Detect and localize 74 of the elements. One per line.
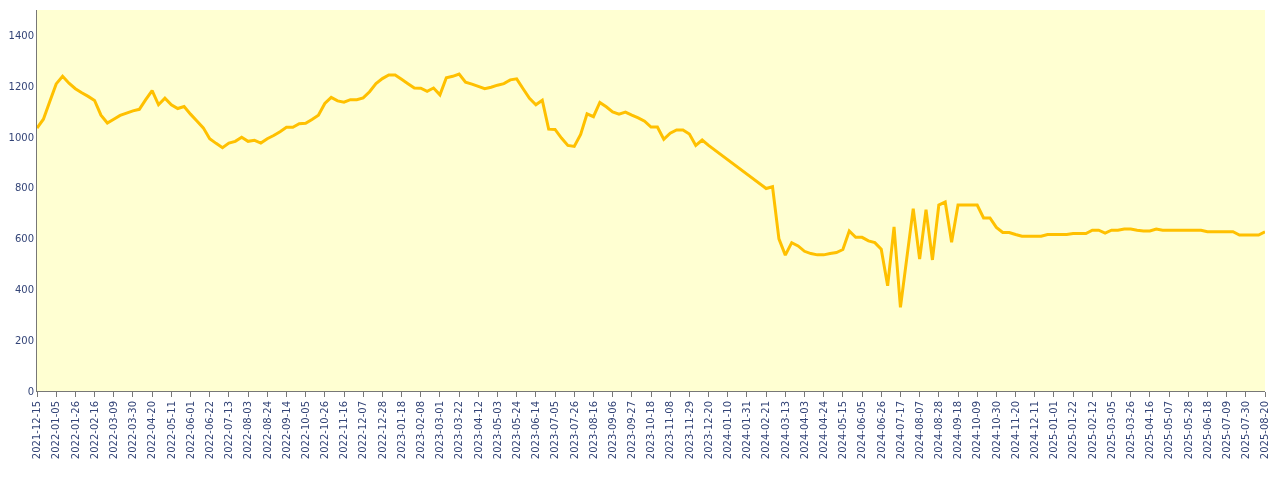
x-tick-label: 2025-05-28 [1182,401,1194,460]
x-tick-label: 2024-11-20 [1009,401,1021,460]
x-tick-label: 2023-08-16 [587,401,599,460]
x-tick-label: 2025-07-09 [1220,401,1232,460]
y-tick-label: 1000 [8,131,34,143]
x-tick-label: 2024-10-30 [990,401,1002,460]
x-tick-label: 2024-12-11 [1029,401,1040,460]
x-tick-label: 2024-01-31 [741,401,753,460]
y-tick-label: 800 [14,182,34,194]
y-tick-label: 1400 [8,29,34,41]
x-tick-label: 2025-05-07 [1163,401,1175,460]
x-tick-label: 2022-12-28 [376,401,388,460]
y-tick-label: 600 [14,233,34,245]
x-tick-label: 2022-01-05 [50,401,62,460]
x-tick-label: 2022-11-16 [338,401,350,460]
x-tick-label: 2023-01-18 [395,401,407,460]
x-tick-label: 2023-03-22 [453,401,465,460]
x-tick-label: 2023-06-14 [530,401,542,460]
x-tick-label: 2023-03-01 [434,401,446,460]
y-tick-label: 0 [27,385,34,397]
x-tick-label: 2025-01-22 [1067,401,1079,460]
x-tick-label: 2024-08-07 [913,401,925,460]
x-tick-label: 2023-02-08 [415,401,426,460]
x-tick-label: 2022-07-13 [223,401,235,460]
x-tick-label: 2022-06-22 [203,401,215,460]
y-tick-label: 200 [14,334,34,346]
x-tick-label: 2025-04-16 [1144,401,1156,460]
x-tick-label: 2022-01-26 [69,401,81,460]
x-tick-label: 2024-04-03 [798,401,810,460]
y-tick-label: 1200 [8,80,34,92]
x-tick-label: 2022-09-14 [280,401,292,460]
x-tick-label: 2024-07-17 [894,401,906,460]
x-tick-label: 2025-03-26 [1124,401,1136,460]
x-tick-label: 2024-05-15 [837,401,849,460]
x-tick-label: 2024-04-24 [817,401,829,460]
x-tick-label: 2021-12-15 [31,401,43,460]
x-tick-label: 2025-06-18 [1201,401,1213,460]
x-tick-label: 2024-03-13 [779,401,791,460]
x-tick-label: 2022-08-03 [242,401,254,460]
x-tick-label: 2023-05-03 [491,401,503,460]
x-tick-label: 2024-06-26 [875,401,887,460]
x-tick-label: 2025-07-30 [1240,401,1252,460]
x-tick-label: 2023-04-12 [472,401,484,460]
x-tick-label: 2025-01-01 [1048,401,1060,460]
x-tick-label: 2023-11-29 [683,401,695,460]
x-tick-label: 2022-03-30 [127,401,139,460]
x-tick-label: 2023-12-20 [702,401,714,460]
x-tick-label: 2024-10-09 [971,401,983,460]
x-tick-label: 2023-07-26 [568,401,580,460]
x-tick-label: 2023-09-06 [606,401,618,460]
x-tick-label: 2023-09-27 [626,401,638,460]
x-tick-label: 2023-07-05 [549,401,561,460]
x-tick-label: 2024-09-18 [952,401,964,460]
x-tick-label: 2022-04-20 [146,401,158,460]
x-tick-label: 2025-02-12 [1086,401,1098,460]
x-tick-label: 2024-01-10 [722,401,733,460]
y-tick-label: 400 [14,283,34,295]
line-series [37,72,1265,309]
x-tick-label: 2022-08-24 [261,401,273,460]
x-tick-label: 2024-02-21 [760,401,772,460]
x-tick-label: 2023-11-08 [664,401,676,460]
x-tick-label: 2023-05-24 [510,401,522,460]
x-tick-label: 2024-08-28 [933,401,945,460]
x-tick-label: 2024-06-05 [856,401,868,460]
x-tick-label: 2022-03-09 [108,401,119,460]
x-tick-label: 2022-05-11 [165,401,177,460]
x-tick-label: 2022-12-07 [357,401,369,460]
x-tick-label: 2022-02-16 [88,401,100,460]
x-tick-label: 2022-10-26 [319,401,331,460]
x-tick-label: 2025-03-05 [1105,401,1117,460]
x-tick-label: 2025-08-20 [1259,401,1271,460]
x-tick-label: 2023-10-18 [645,401,657,460]
x-tick-label: 2022-10-05 [299,401,311,460]
x-tick-label: 2022-06-01 [184,401,196,460]
